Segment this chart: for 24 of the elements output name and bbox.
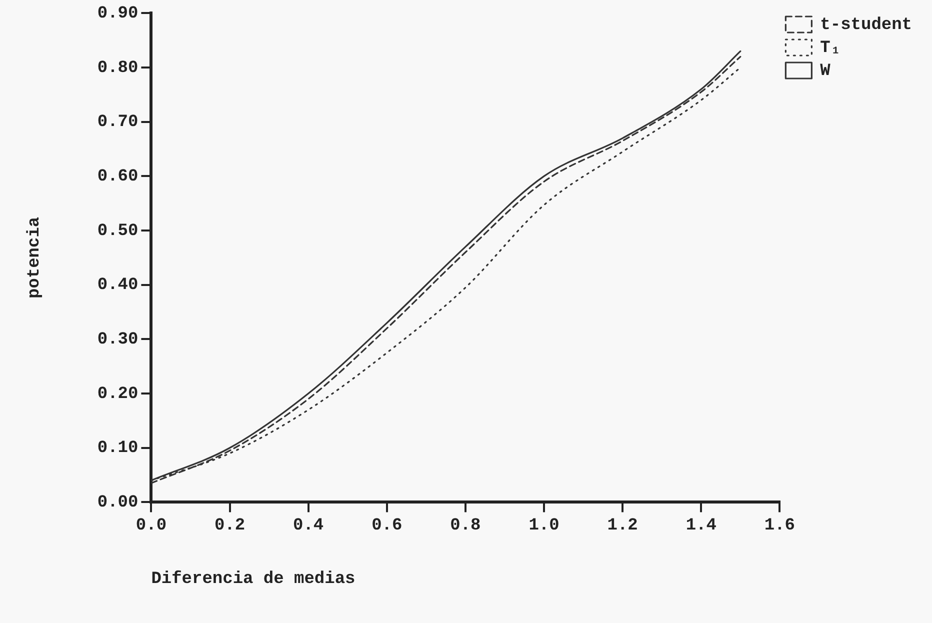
y-tick-label: 0.00 (97, 493, 138, 512)
x-tick-label: 1.4 (686, 516, 716, 536)
x-tick-label: 0.6 (372, 516, 402, 536)
x-axis-title: Diferencia de medias (151, 570, 356, 590)
y-tick-label: 0.80 (97, 58, 138, 78)
y-tick-label: 0.20 (97, 384, 138, 404)
x-tick-label: 0.8 (450, 516, 481, 536)
y-tick-label: 0.90 (97, 4, 138, 24)
y-tick-label: 0.40 (97, 276, 138, 296)
y-tick-label: 0.10 (97, 439, 138, 458)
legend-label: W (820, 62, 832, 81)
x-tick-label: 0.0 (136, 516, 167, 536)
x-tick-label: 1.6 (764, 516, 795, 536)
x-tick-label: 0.2 (214, 516, 246, 536)
x-tick-label: 1.0 (528, 516, 560, 536)
y-tick-label: 0.70 (97, 113, 138, 132)
legend-label: T₁ (820, 38, 841, 58)
y-tick-label: 0.30 (97, 330, 138, 350)
y-axis-title: potencia (25, 216, 44, 299)
y-tick-label: 0.60 (97, 167, 138, 186)
legend-label: t-student (820, 16, 912, 35)
x-tick-label: 1.2 (607, 516, 638, 536)
y-tick-label: 0.50 (97, 222, 138, 241)
x-tick-label: 0.4 (293, 516, 324, 536)
